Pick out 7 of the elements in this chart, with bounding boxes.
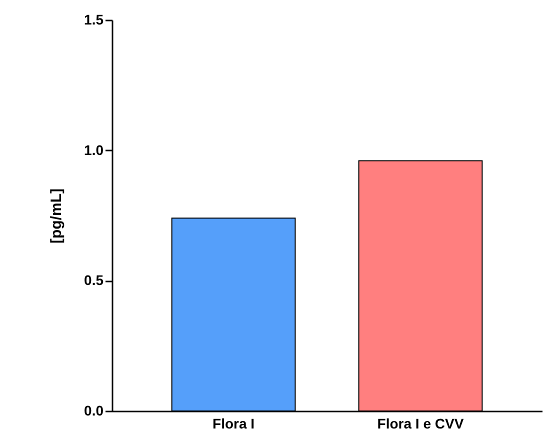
y-tick-label: 1.5 [84, 12, 104, 28]
x-tick-label: Flora I [212, 416, 255, 432]
x-tick-label: Flora I e CVV [377, 416, 464, 432]
y-tick-label: 0.5 [84, 272, 104, 288]
y-axis-title: [pg/mL] [48, 188, 66, 244]
y-tick-label: 0.0 [84, 402, 104, 418]
y-tick-label: 1.0 [84, 142, 104, 158]
